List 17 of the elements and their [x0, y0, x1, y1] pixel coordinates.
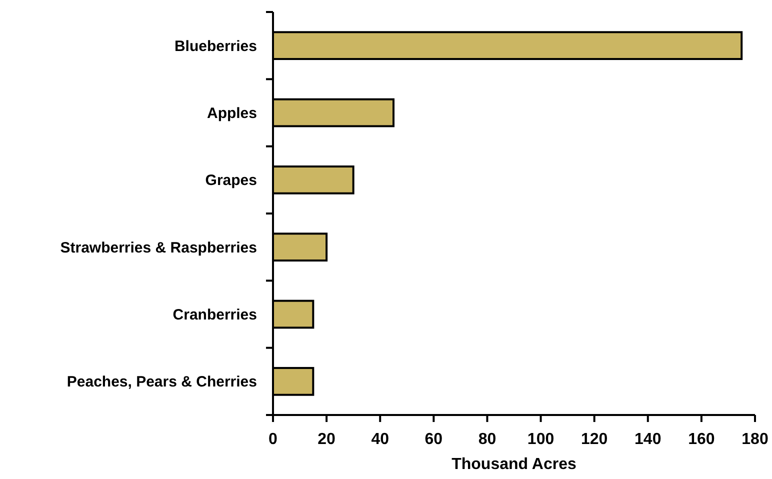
x-tick-label: 100 — [527, 431, 554, 448]
x-tick-label: 80 — [478, 431, 496, 448]
x-tick-label: 180 — [742, 431, 768, 448]
x-tick-label: 140 — [634, 431, 662, 448]
y-tick-label: Strawberries & Raspberries — [60, 239, 257, 256]
y-tick-label: Grapes — [205, 172, 257, 190]
x-tick-label: 160 — [688, 431, 715, 448]
x-tick-label: 0 — [268, 431, 278, 448]
y-tick-label: Peaches, Pears & Cherries — [66, 374, 257, 391]
x-tick-label: 120 — [580, 431, 608, 448]
y-tick-label: Cranberries — [172, 306, 257, 324]
y-tick-label: Blueberries — [174, 38, 257, 55]
x-tick-label: 40 — [371, 431, 390, 448]
y-tick-label: Apples — [206, 105, 257, 122]
x-axis-title: Thousand Acres — [452, 456, 576, 473]
x-tick-label: 60 — [424, 431, 443, 448]
x-tick-label: 20 — [318, 431, 336, 448]
